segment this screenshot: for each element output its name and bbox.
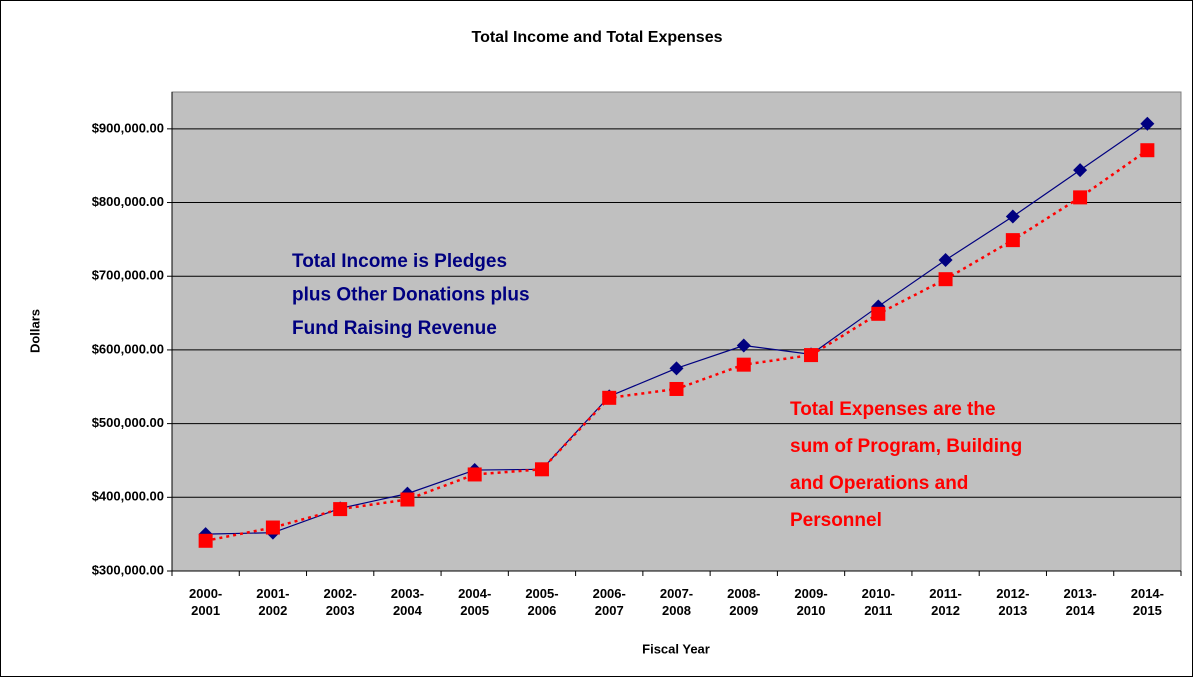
x-tick-label: 2007-2008 [659,586,694,618]
x-tick-label: 2009-2010 [794,586,828,618]
x-tick-label: 2002-2003 [323,586,357,618]
marker [198,533,213,548]
plot-area [171,91,1182,572]
marker [938,272,953,287]
annotation: and Operations and [790,473,968,494]
y-tick-label: $900,000.00 [92,120,164,135]
marker [333,502,348,517]
marker [1005,209,1020,224]
x-tick-label: 2001-2002 [256,586,290,618]
y-axis-label: Dollars [27,309,42,353]
x-tick-label: 2014-2015 [1130,586,1164,618]
marker [467,467,482,482]
marker [804,348,819,363]
marker [1073,190,1088,205]
marker [602,390,617,405]
x-axis-label: Fiscal Year [642,641,710,656]
chart-title: Total Income and Total Expenses [471,29,722,46]
marker [265,520,280,535]
x-tick-label: 2008-2009 [727,586,761,618]
y-tick-label: $500,000.00 [92,415,164,430]
y-tick-label: $300,000.00 [92,562,164,577]
annotation: Personnel [790,510,882,531]
x-tick-label: 2004-2005 [458,586,492,618]
marker [1140,143,1155,158]
x-tick-label: 2005-2006 [525,586,559,618]
marker [669,361,684,376]
marker [1140,116,1155,131]
marker [736,357,751,372]
marker [534,462,549,477]
x-tick-label: 2013-2014 [1063,586,1097,618]
x-tick-label: 2010-2011 [861,586,895,618]
x-tick-label: 2006-2007 [592,586,626,618]
x-tick-label: 2012-2013 [996,586,1030,618]
annotation: Total Expenses are the [790,399,996,420]
marker [938,253,953,268]
x-tick-label: 2011-2012 [929,586,962,618]
annotation: plus Other Donations plus [292,285,530,306]
y-tick-label: $700,000.00 [92,268,164,283]
annotation: Fund Raising Revenue [292,318,497,339]
y-tick-label: $600,000.00 [92,341,164,356]
annotation: Total Income is Pledges [292,251,507,272]
marker [1073,163,1088,178]
marker [871,306,886,321]
marker [400,492,415,507]
x-tick-label: 2003-2004 [390,586,425,618]
marker [1005,233,1020,248]
x-tick-label: 2000-2001 [189,586,223,618]
annotation: sum of Program, Building [790,436,1022,457]
marker [736,338,751,353]
y-tick-label: $800,000.00 [92,194,164,209]
marker [669,381,684,396]
y-tick-label: $400,000.00 [92,489,164,504]
